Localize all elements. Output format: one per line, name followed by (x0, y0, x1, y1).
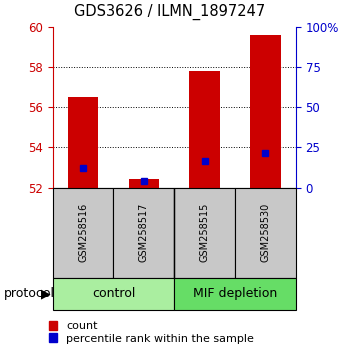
Bar (129, 178, 159, 188)
Bar (114, 188, 174, 278)
Text: GSM258516: GSM258516 (78, 203, 88, 262)
Text: GSM258517: GSM258517 (139, 203, 149, 262)
Bar (250, 35, 280, 188)
Bar (235, 188, 296, 278)
Bar (68, 97, 98, 188)
Bar (53, 188, 114, 278)
Bar (174, 188, 235, 278)
Bar (174, 278, 296, 310)
Text: GSM258515: GSM258515 (200, 203, 210, 262)
Bar (53, 278, 174, 310)
Text: control: control (92, 287, 135, 300)
Text: ▶: ▶ (41, 287, 51, 300)
Text: GDS3626 / ILMN_1897247: GDS3626 / ILMN_1897247 (74, 4, 266, 21)
Text: protocol: protocol (3, 287, 54, 300)
Bar (189, 71, 220, 188)
Legend: count, percentile rank within the sample: count, percentile rank within the sample (46, 319, 256, 346)
Text: GSM258530: GSM258530 (260, 203, 270, 262)
Text: MIF depletion: MIF depletion (193, 287, 277, 300)
